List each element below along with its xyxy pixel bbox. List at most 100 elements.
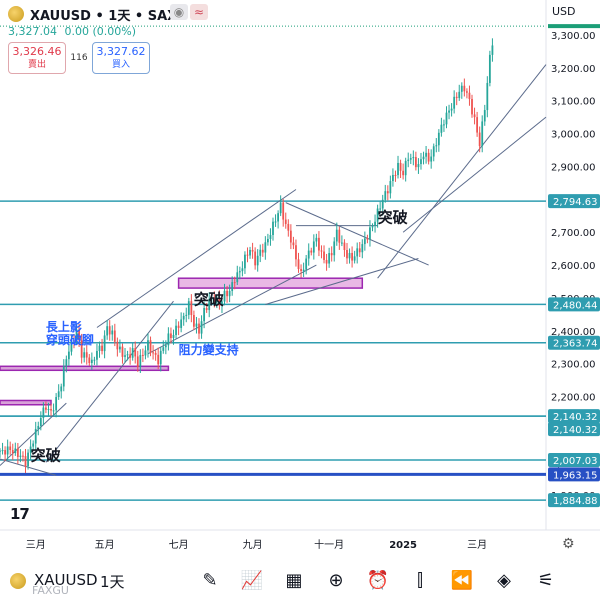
trendline-3[interactable] <box>285 202 429 266</box>
candle-body <box>233 282 236 284</box>
candle-body <box>333 241 336 256</box>
candle-body <box>19 455 22 457</box>
trendline-6[interactable] <box>377 64 547 279</box>
alarm-icon[interactable]: ⏰ <box>366 570 390 591</box>
annotation-4: 突破 <box>378 208 408 226</box>
candle-body <box>251 249 254 252</box>
candle-body <box>435 145 438 147</box>
candle-body <box>272 221 274 236</box>
candle-body <box>149 340 152 353</box>
candle-body <box>356 248 359 257</box>
pencil-icon[interactable]: ✎ <box>202 570 218 591</box>
sell-button[interactable]: 3,326.46 賣出 <box>8 42 66 74</box>
candle-body <box>466 91 468 93</box>
level-label-6: 1,963.15 <box>553 470 598 481</box>
trendline-2[interactable] <box>96 189 297 328</box>
x-tick-label: 七月 <box>169 539 189 551</box>
chart-settings-icon[interactable]: ⚙ <box>562 536 575 552</box>
candle-body <box>231 282 234 291</box>
candle-body <box>121 346 124 357</box>
settings-sliders-icon[interactable]: ⚟ <box>537 570 555 591</box>
sell-label: 賣出 <box>27 60 46 70</box>
layers-icon[interactable]: ◈ <box>497 570 511 591</box>
level-label-3: 2,140.32 <box>553 412 598 423</box>
last-price: 3,327.04 <box>8 25 57 38</box>
zone-rect-0[interactable] <box>177 277 364 289</box>
candle-body <box>460 85 463 92</box>
faded-symbol-text: FAXGU <box>32 584 69 597</box>
eye-icon[interactable]: ◉ <box>170 4 188 20</box>
y-tick-label: 3,000.00 <box>551 130 596 141</box>
buy-price: 3,327.62 <box>96 45 146 58</box>
candle-body <box>157 354 160 365</box>
candle-body <box>389 181 392 194</box>
currency-label[interactable]: USD <box>552 5 576 18</box>
y-tick-label: 3,300.00 <box>551 31 596 42</box>
candle-body <box>246 254 249 256</box>
zone-rect-2[interactable] <box>0 399 52 406</box>
candle-body <box>0 450 1 452</box>
candle-body <box>11 450 14 454</box>
candles-icon[interactable]: ⫿ <box>417 570 423 591</box>
candle-body <box>379 208 382 210</box>
candle-body <box>124 355 126 357</box>
candle-body <box>315 237 318 242</box>
wave-icon[interactable]: ≈ <box>190 4 208 20</box>
y-tick-label: 2,300.00 <box>551 360 596 371</box>
spread-value: 116 <box>70 53 88 63</box>
candle-body <box>203 307 206 322</box>
buy-label: 買入 <box>111 60 130 70</box>
candle-body <box>318 237 320 251</box>
trendline-7[interactable] <box>402 116 547 233</box>
candle-body <box>292 242 295 246</box>
trendline-1[interactable] <box>45 300 174 463</box>
candle-body <box>101 345 103 352</box>
candle-body <box>409 158 412 160</box>
indicators-icon[interactable]: 📈 <box>240 570 264 591</box>
zone-rect-1[interactable] <box>0 365 170 372</box>
buy-button[interactable]: 3,327.62 買入 <box>92 42 150 74</box>
candle-body <box>488 54 491 83</box>
candle-body <box>236 272 239 283</box>
y-tick-label: 2,700.00 <box>551 228 596 239</box>
candle-body <box>215 297 218 302</box>
candle-body <box>27 452 29 467</box>
candle-body <box>399 162 402 171</box>
candle-body <box>4 450 7 455</box>
toolbar-interval[interactable]: 1天 <box>100 573 125 591</box>
candle-body <box>458 91 461 99</box>
candle-body <box>213 298 216 302</box>
candle-body <box>468 92 471 99</box>
plus-circle-icon[interactable]: ⊕ <box>328 570 344 591</box>
candle-body <box>205 307 208 311</box>
candle-body <box>376 208 379 222</box>
symbol-title[interactable]: XAUUSD • 1天 • SAXO <box>30 9 188 24</box>
candle-body <box>139 354 142 368</box>
price-change: 0.00 (0.00%) <box>64 25 137 38</box>
candle-body <box>228 290 231 297</box>
candle-body <box>478 132 481 146</box>
trendline-8[interactable] <box>147 264 317 355</box>
layout-grid-icon[interactable]: ▦ <box>285 570 303 591</box>
replay-icon[interactable]: ⏪ <box>450 570 474 591</box>
candle-body <box>172 334 175 338</box>
candle-body <box>52 410 55 412</box>
candle-body <box>384 191 387 200</box>
candle-body <box>9 446 12 451</box>
candle-body <box>407 159 410 161</box>
candle-body <box>62 366 65 387</box>
candle-body <box>289 230 292 243</box>
trendline-0[interactable] <box>0 402 67 466</box>
toolbar-symbol[interactable]: XAUUSD <box>34 571 98 589</box>
candle-body <box>297 259 300 270</box>
candle-body <box>307 250 310 259</box>
candle-body <box>483 110 486 122</box>
candle-body <box>67 351 70 360</box>
candle-body <box>366 238 369 240</box>
candle-body <box>226 290 228 297</box>
candle-body <box>32 443 35 447</box>
trendline-5[interactable] <box>265 258 419 305</box>
candle-body <box>455 96 458 99</box>
candle-body <box>185 314 188 316</box>
